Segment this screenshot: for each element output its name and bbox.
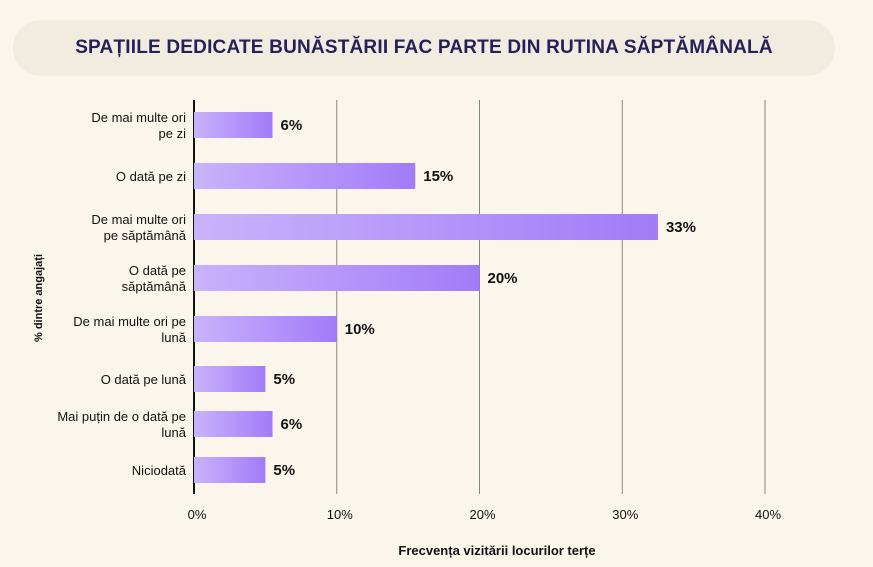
category-label: O dată pe zi (116, 169, 186, 184)
bar (194, 265, 480, 291)
category-label: Niciodată (132, 463, 187, 478)
category-label: O dată pe săptămână (122, 263, 187, 294)
category-label: De mai multe ori pe lună (73, 314, 186, 345)
data-label: 5% (273, 371, 295, 388)
data-label: 33% (666, 219, 696, 236)
x-axis-title: Frecvența vizitării locurilor terțe (398, 543, 595, 558)
title-banner: SPAȚIILE DEDICATE BUNĂSTĂRII FAC PARTE D… (13, 20, 835, 76)
bar (194, 112, 273, 138)
bar (194, 411, 273, 437)
data-label: 15% (423, 168, 453, 185)
bar (194, 163, 416, 189)
data-label: 6% (281, 117, 303, 134)
bar (194, 316, 337, 342)
data-label: 6% (281, 416, 303, 433)
x-tick-label: 20% (469, 507, 495, 522)
y-axis-title: % dintre angajați (33, 254, 45, 342)
x-tick-label: 10% (327, 507, 353, 522)
bar (194, 366, 266, 392)
category-label: De mai multe ori pe săptămână (91, 212, 186, 243)
x-tick-label: 40% (755, 507, 781, 522)
x-tick-label: 0% (188, 507, 207, 522)
category-label: O dată pe lună (101, 372, 187, 387)
data-label: 20% (488, 270, 518, 287)
bar (194, 214, 658, 240)
category-label: Mai puțin de o dată pe lună (57, 409, 186, 440)
x-tick-label: 30% (612, 507, 638, 522)
data-label: 10% (345, 321, 375, 338)
bar (194, 457, 266, 483)
data-label: 5% (273, 462, 295, 479)
chart-title: SPAȚIILE DEDICATE BUNĂSTĂRII FAC PARTE D… (75, 37, 773, 58)
category-label: De mai multe ori pe zi (91, 110, 186, 141)
